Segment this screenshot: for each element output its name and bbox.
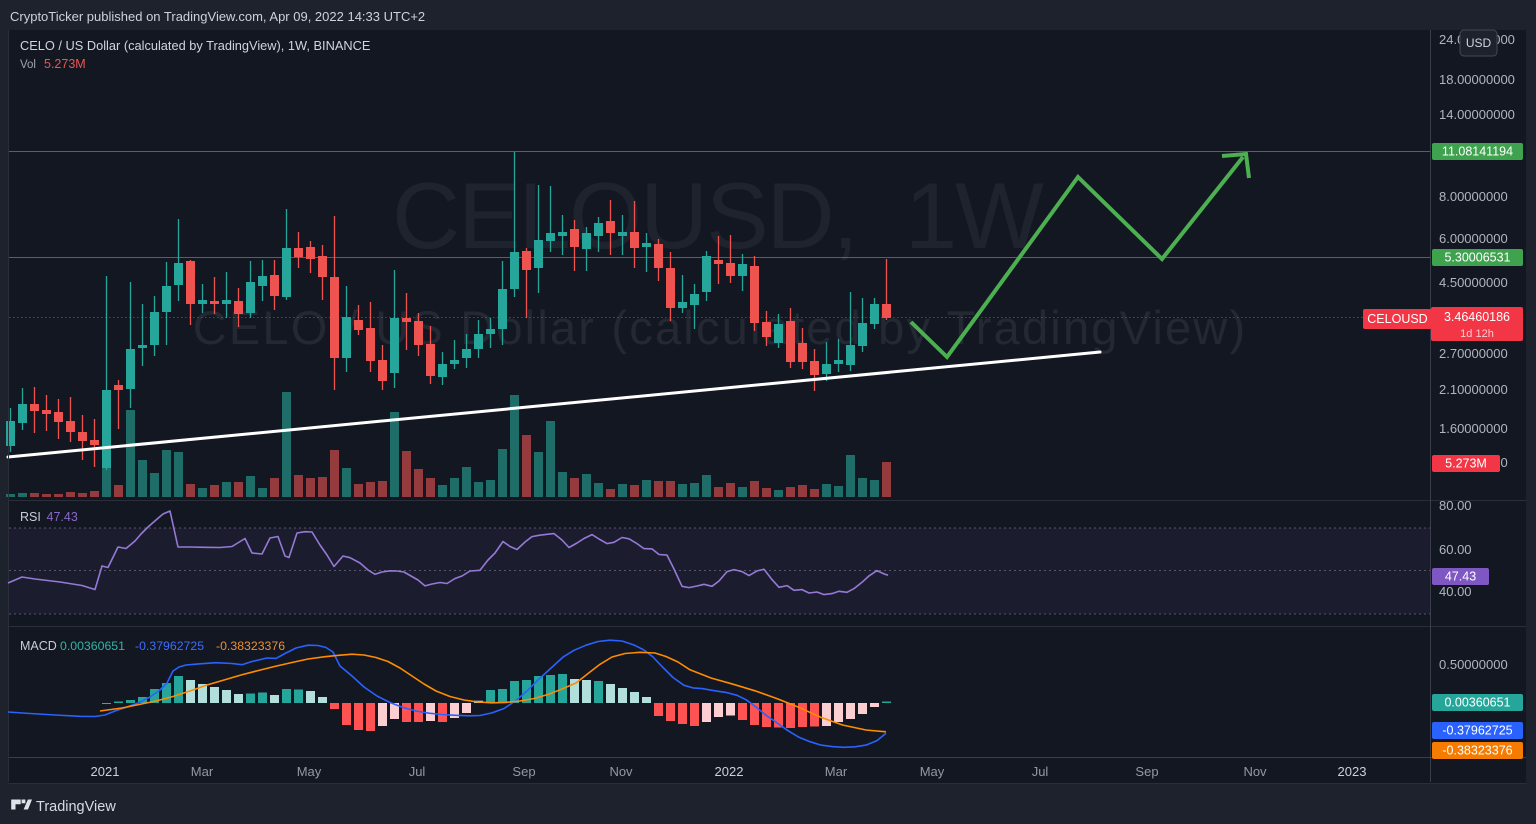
svg-text:0.50000000: 0.50000000 — [1439, 657, 1508, 672]
svg-text:Jul: Jul — [409, 764, 426, 779]
svg-text:5.273M: 5.273M — [1445, 457, 1487, 471]
svg-text:4.50000000: 4.50000000 — [1439, 275, 1508, 290]
svg-text:2.10000000: 2.10000000 — [1439, 382, 1508, 397]
svg-text:-0.38323376: -0.38323376 — [216, 639, 285, 653]
svg-text:5.273M: 5.273M — [44, 57, 86, 71]
svg-text:2023: 2023 — [1338, 764, 1367, 779]
svg-text:11.08141194: 11.08141194 — [1442, 145, 1513, 159]
svg-text:40.00: 40.00 — [1439, 584, 1472, 599]
svg-text:Nov: Nov — [1243, 764, 1267, 779]
svg-text:5.30006531: 5.30006531 — [1444, 251, 1510, 265]
svg-text:Mar: Mar — [191, 764, 214, 779]
svg-text:0.00360651: 0.00360651 — [60, 639, 125, 653]
svg-text:-0.38323376: -0.38323376 — [1442, 744, 1512, 758]
svg-text:Nov: Nov — [609, 764, 633, 779]
svg-text:60.00: 60.00 — [1439, 542, 1472, 557]
svg-text:47.43: 47.43 — [1445, 570, 1476, 584]
svg-text:47.43: 47.43 — [47, 510, 78, 524]
svg-text:80.00: 80.00 — [1439, 498, 1472, 513]
svg-text:3.46460186: 3.46460186 — [1444, 310, 1510, 324]
svg-text:RSI: RSI — [20, 510, 41, 524]
svg-text:Vol: Vol — [20, 59, 36, 71]
svg-text:CryptoTicker published on Trad: CryptoTicker published on TradingView.co… — [10, 9, 425, 24]
svg-text:Sep: Sep — [512, 764, 535, 779]
svg-text:18.00000000: 18.00000000 — [1439, 72, 1515, 87]
svg-text:2.70000000: 2.70000000 — [1439, 346, 1508, 361]
svg-text:1.60000000: 1.60000000 — [1439, 421, 1508, 436]
svg-text:USD: USD — [1466, 36, 1492, 50]
svg-text:6.00000000: 6.00000000 — [1439, 231, 1508, 246]
svg-text:14.00000000: 14.00000000 — [1439, 107, 1515, 122]
svg-text:CELO / US Dollar (calculated b: CELO / US Dollar (calculated by TradingV… — [20, 38, 370, 53]
svg-text:Jul: Jul — [1032, 764, 1049, 779]
svg-text:0.00360651: 0.00360651 — [1444, 696, 1510, 710]
svg-text:2022: 2022 — [715, 764, 744, 779]
svg-text:-0.37962725: -0.37962725 — [135, 639, 204, 653]
svg-text:1d 12h: 1d 12h — [1460, 328, 1494, 340]
svg-text:TradingView: TradingView — [36, 799, 116, 815]
svg-text:May: May — [920, 764, 945, 779]
svg-text:2021: 2021 — [91, 764, 120, 779]
svg-text:May: May — [297, 764, 322, 779]
svg-text:CELOUSD: CELOUSD — [1367, 312, 1427, 326]
svg-text:-0.37962725: -0.37962725 — [1442, 724, 1512, 738]
svg-text:MACD: MACD — [20, 639, 57, 653]
svg-text:Sep: Sep — [1135, 764, 1158, 779]
svg-text:8.00000000: 8.00000000 — [1439, 189, 1508, 204]
svg-text:Mar: Mar — [825, 764, 848, 779]
